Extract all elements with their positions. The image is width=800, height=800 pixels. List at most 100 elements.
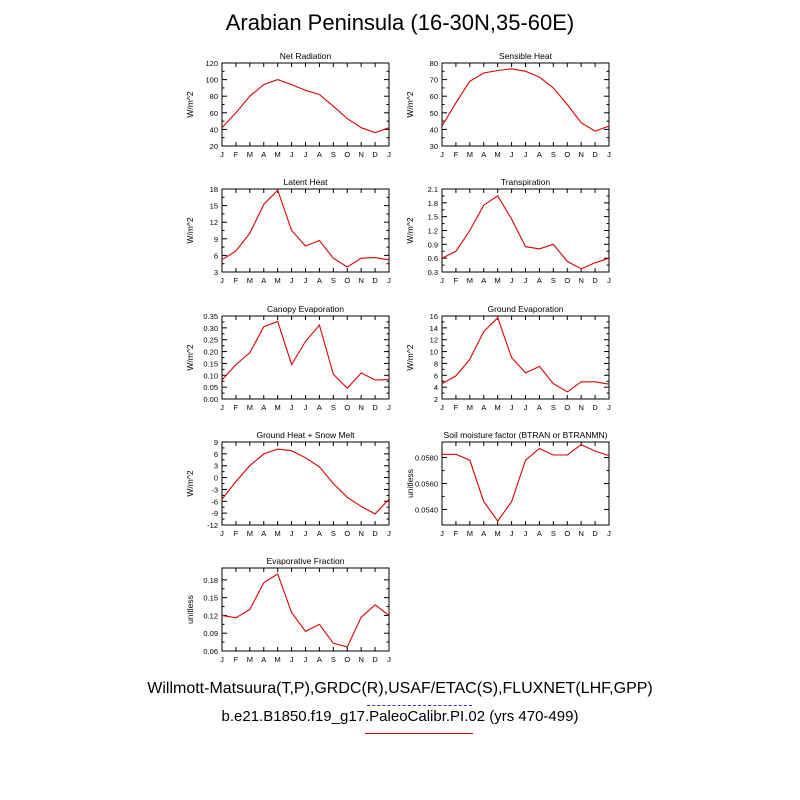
x-tick-label: N [578,276,583,285]
x-tick-label: A [317,529,322,538]
x-tick-label: D [372,529,378,538]
x-tick-label: J [220,150,224,159]
x-tick-label: D [592,403,598,412]
x-tick-label: M [275,276,281,285]
panel-frame [221,62,390,147]
y-tick-label: 40 [430,125,438,134]
y-tick-label: 0.10 [203,371,218,380]
series-line-model [221,573,390,648]
x-tick-label: O [564,529,570,538]
x-tick-label: M [495,529,501,538]
x-tick-label: M [275,403,281,412]
x-tick-label: M [275,150,281,159]
y-tick-label: -12 [207,521,218,530]
x-tick-label: M [247,529,253,538]
panel-frame [441,62,610,147]
x-tick-label: A [261,403,266,412]
y-tick-label: 3 [214,462,218,471]
panel-frame [441,315,610,400]
x-tick-label: A [537,150,542,159]
y-tick-label: 9 [214,235,218,244]
x-tick-label: F [234,655,239,664]
x-tick-label: D [592,529,598,538]
x-tick-label: D [372,276,378,285]
x-tick-label: N [358,529,363,538]
x-tick-label: M [247,150,253,159]
y-axis-label: W/m^2 [405,91,415,117]
x-tick-label: J [607,403,611,412]
y-tick-label: 2.1 [428,185,438,194]
observations-caption: Willmott-Matsuura(T,P),GRDC(R),USAF/ETAC… [147,680,653,697]
y-tick-label: -3 [211,485,218,494]
x-tick-label: A [481,529,486,538]
y-tick-label: 0.0540 [415,505,438,514]
model-case-caption: b.e21.B1850.f19_g17.PaleoCalibr.PI.02 (y… [221,708,579,725]
x-tick-label: D [372,150,378,159]
x-tick-label: O [344,150,350,159]
x-tick-label: J [387,150,391,159]
x-tick-label: A [317,655,322,664]
x-tick-label: S [551,529,556,538]
x-tick-label: J [304,655,308,664]
x-tick-label: J [304,150,308,159]
x-tick-label: S [551,403,556,412]
panel-title: Ground Heat + Snow Melt [256,430,355,440]
x-tick-label: A [537,529,542,538]
y-axis-label: unitless [405,469,415,498]
y-axis-label: W/m^2 [185,217,195,243]
x-tick-label: J [220,276,224,285]
x-tick-label: M [247,403,253,412]
y-tick-label: 0.30 [203,324,218,333]
x-tick-label: A [317,150,322,159]
x-tick-label: S [331,403,336,412]
y-tick-label: 1.8 [428,199,438,208]
x-tick-label: O [564,150,570,159]
y-tick-label: 40 [210,125,218,134]
x-tick-label: M [247,655,253,664]
x-tick-label: M [495,403,501,412]
x-tick-label: F [454,529,459,538]
x-tick-label: J [524,529,528,538]
y-tick-label: 8 [434,359,438,368]
x-tick-label: J [607,150,611,159]
y-tick-label: 0.6 [428,254,438,263]
y-tick-label: 0.15 [203,594,218,603]
x-tick-label: O [344,276,350,285]
y-tick-label: 2 [434,395,438,404]
x-tick-label: N [358,150,363,159]
x-tick-label: M [467,403,473,412]
y-tick-label: 0.0580 [415,454,438,463]
x-tick-label: D [372,655,378,664]
x-tick-label: O [344,529,350,538]
y-tick-label: 0.06 [203,647,218,656]
series-line-model [441,68,610,132]
x-tick-label: A [481,150,486,159]
x-tick-label: J [510,403,514,412]
x-tick-label: D [372,403,378,412]
x-tick-label: J [304,276,308,285]
x-tick-label: A [317,403,322,412]
x-tick-label: J [440,276,444,285]
y-tick-label: 0.25 [203,336,218,345]
x-tick-label: A [261,655,266,664]
x-tick-label: A [481,276,486,285]
x-tick-label: M [467,529,473,538]
series-line-model [441,316,610,393]
y-axis-label: W/m^2 [405,344,415,370]
x-tick-label: J [290,150,294,159]
panel-frame [441,441,610,526]
x-tick-label: J [524,150,528,159]
x-tick-label: J [524,403,528,412]
y-tick-label: 0.05 [203,383,218,392]
figure-title: Arabian Peninsula (16-30N,35-60E) [225,10,575,35]
panel-frame [441,188,610,273]
model-legend-line [365,733,473,734]
x-tick-label: M [495,150,501,159]
y-tick-label: 0.0560 [415,480,438,489]
y-tick-label: 0.00 [203,395,218,404]
panel-title: Net Radiation [280,51,332,61]
y-tick-label: 14 [430,324,438,333]
x-tick-label: D [592,276,598,285]
